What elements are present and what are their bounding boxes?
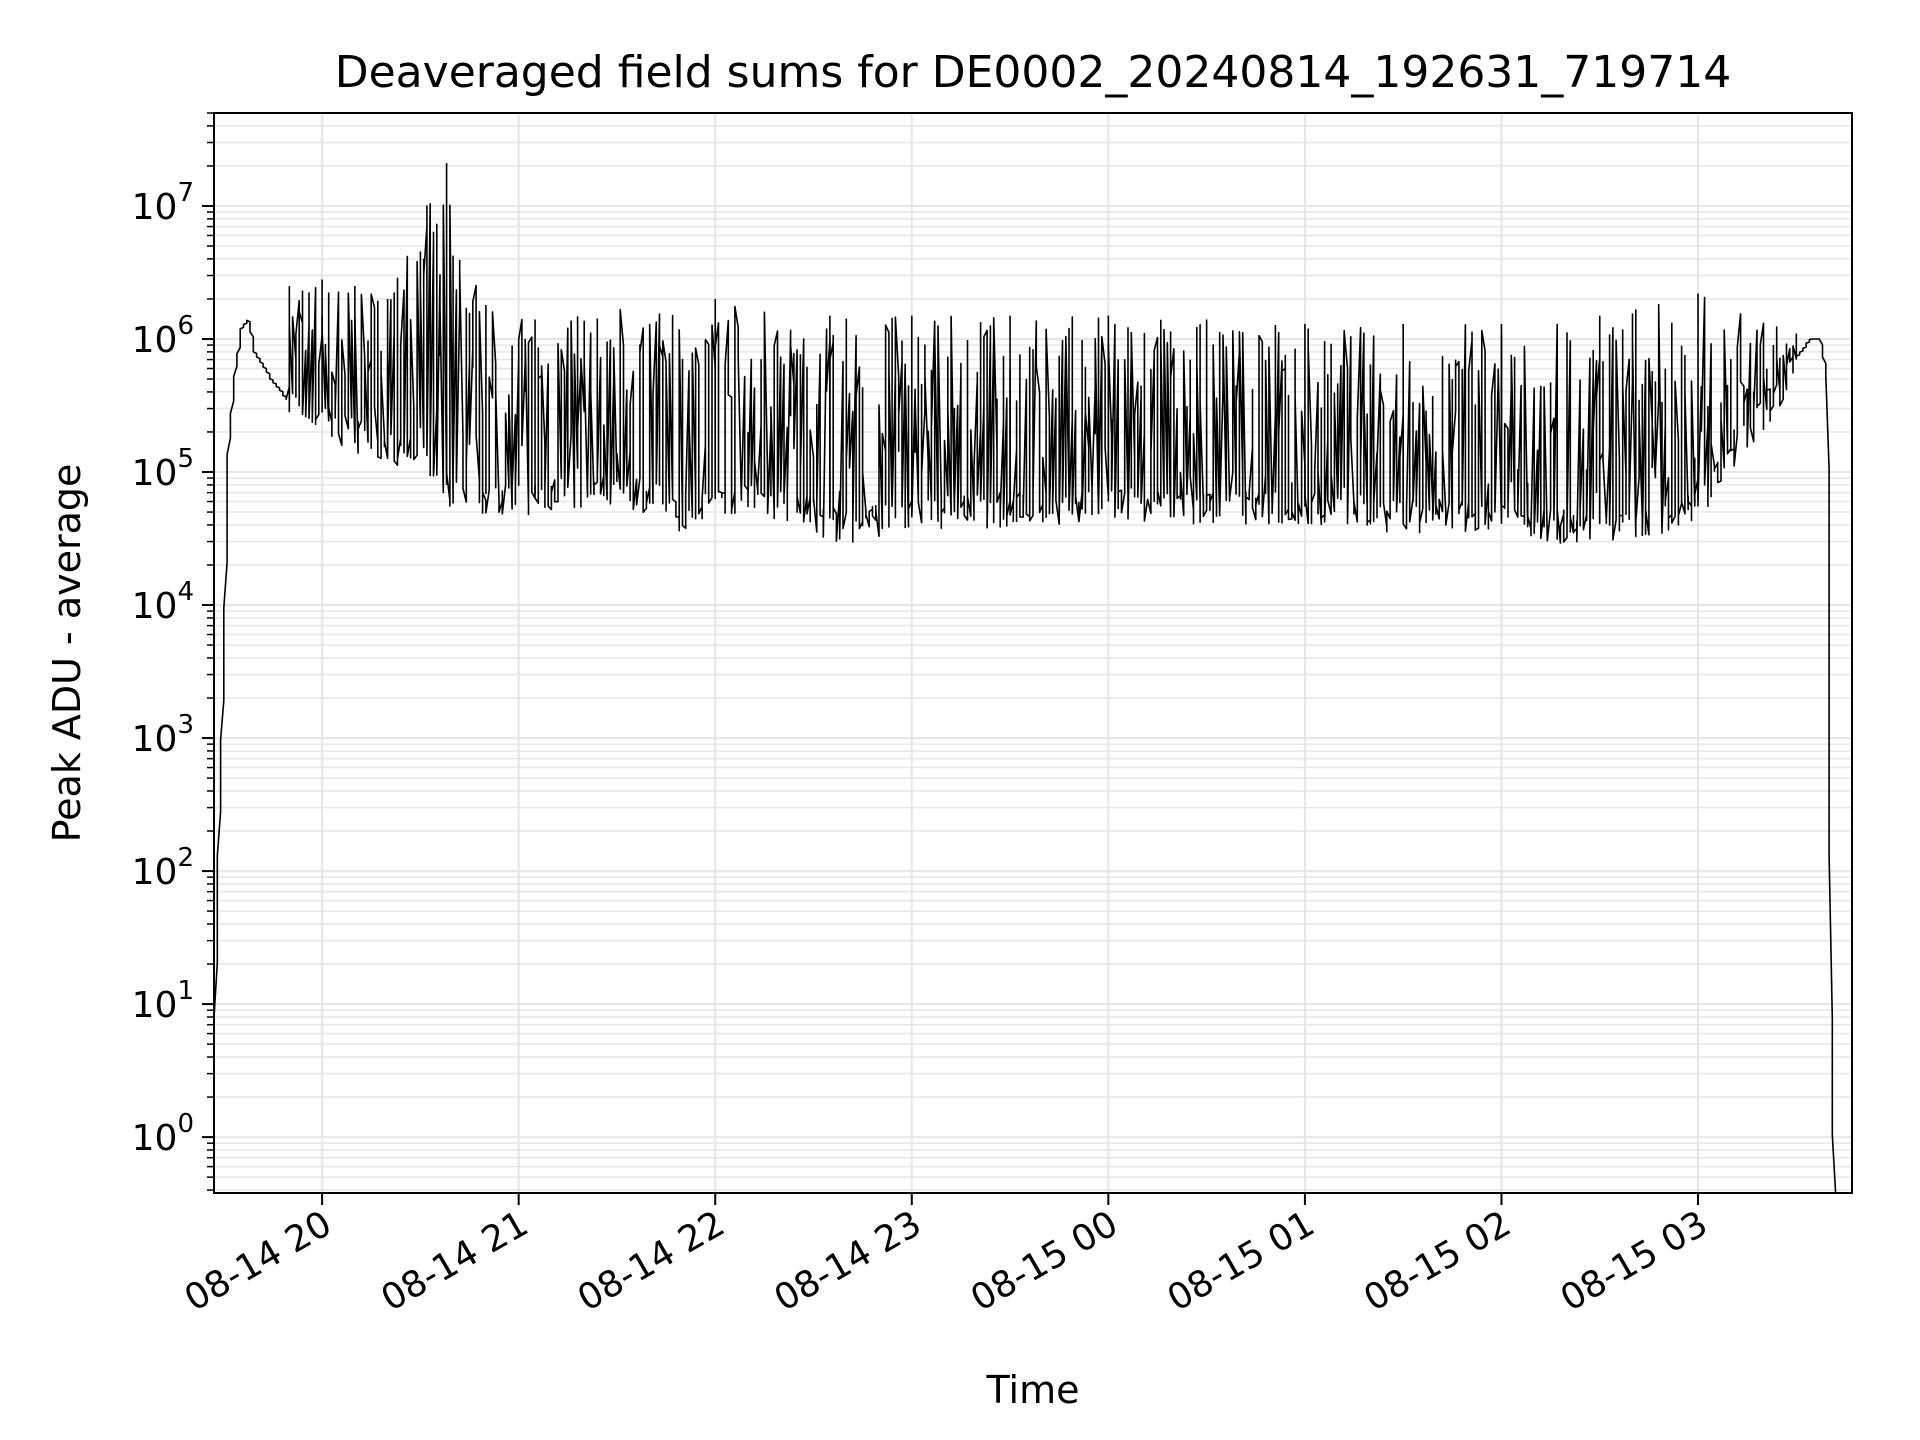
y-tick-label: 104 — [132, 577, 194, 627]
plot-frame — [213, 112, 1853, 1194]
x-axis-label: Time — [986, 1368, 1080, 1412]
plot-area — [213, 163, 1837, 1194]
y-tick-label: 100 — [132, 1109, 194, 1159]
series-line — [213, 203, 1837, 1194]
y-tick-label: 102 — [132, 843, 194, 893]
y-tick-label: 101 — [132, 976, 194, 1026]
y-tick-label: 106 — [132, 311, 194, 361]
y-axis-label: Peak ADU - average — [45, 464, 89, 843]
chart-title: Deaveraged field sums for DE0002_2024081… — [335, 47, 1732, 98]
y-tick-label: 107 — [132, 178, 194, 228]
y-tick-label: 105 — [132, 444, 194, 494]
y-tick-label: 103 — [132, 710, 194, 760]
